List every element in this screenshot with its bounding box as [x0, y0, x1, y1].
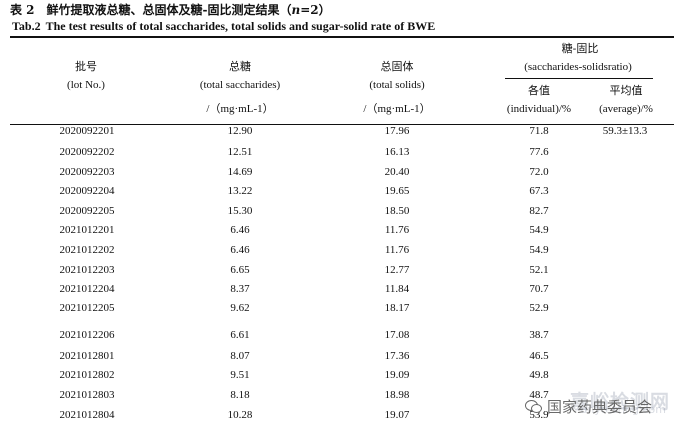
cell-lot: 2021012803 — [59, 389, 115, 401]
wechat-icon — [524, 399, 543, 414]
watermark-url: anytesting.com — [580, 403, 666, 416]
cell-lot: 2020092202 — [59, 146, 115, 158]
cell-solids: 19.65 — [384, 185, 410, 197]
cell-ratio: 67.3 — [529, 185, 549, 197]
cell-ratio: 52.9 — [529, 302, 549, 314]
cell-solids: 11.76 — [384, 224, 410, 236]
cell-solids: 17.36 — [384, 350, 410, 362]
cell-sugar: 13.22 — [227, 185, 253, 197]
header-solids-cn: 总固体 — [380, 60, 414, 73]
caption-label: Tab.2 — [12, 19, 41, 33]
cell-solids: 19.09 — [384, 369, 410, 381]
caption-suffix: =2） — [300, 3, 331, 17]
cell-sugar: 9.62 — [230, 302, 250, 314]
header-avg-cn: 平均值 — [609, 84, 643, 97]
cell-solids: 18.98 — [384, 389, 410, 401]
header-bottom-rule — [10, 124, 674, 125]
header-sugar-en: (total saccharides) — [199, 79, 281, 91]
cell-ratio: 48.7 — [529, 389, 549, 401]
cell-ratio: 70.7 — [529, 283, 549, 295]
cell-sugar: 6.46 — [230, 244, 250, 256]
cell-lot: 2021012203 — [59, 264, 115, 276]
cell-sugar: 15.30 — [227, 205, 253, 217]
cell-sugar: 8.18 — [230, 389, 250, 401]
average-value: 59.3±13.3 — [602, 125, 648, 137]
cell-lot: 2021012205 — [59, 302, 115, 314]
cell-solids: 17.96 — [384, 125, 410, 137]
cell-sugar: 8.37 — [230, 283, 250, 295]
cell-lot: 2020092205 — [59, 205, 115, 217]
watermark-site: 嘉峪检测网 — [569, 391, 670, 413]
header-avg-en: (average)/% — [599, 103, 653, 115]
cell-ratio: 54.9 — [529, 224, 549, 236]
cell-ratio: 38.7 — [529, 329, 549, 341]
cell-solids: 11.84 — [384, 283, 410, 295]
cell-ratio: 72.0 — [529, 166, 549, 178]
table-top-rule — [10, 36, 674, 38]
caption-n: n — [291, 3, 301, 17]
cell-sugar: 6.61 — [230, 329, 250, 341]
cell-sugar: 12.90 — [227, 125, 253, 137]
cell-lot: 2021012802 — [59, 369, 115, 381]
cell-sugar: 9.51 — [230, 369, 250, 381]
header-indiv-en: (individual)/% — [506, 103, 572, 115]
cell-lot: 2020092204 — [59, 185, 115, 197]
cell-solids: 12.77 — [384, 264, 410, 276]
cell-solids: 11.76 — [384, 244, 410, 256]
cell-lot: 2021012201 — [59, 224, 115, 236]
cell-lot: 2020092201 — [59, 125, 115, 137]
ratio-group-rule — [505, 78, 653, 79]
cell-solids: 18.50 — [384, 205, 410, 217]
cell-ratio: 54.9 — [529, 244, 549, 256]
cell-sugar: 10.28 — [227, 409, 253, 421]
table-caption-cn: 表 2 鲜竹提取液总糖、总固体及糖-固比测定结果（n=2） — [10, 1, 331, 18]
cell-lot: 2021012206 — [59, 329, 115, 341]
cell-sugar: 6.65 — [230, 264, 250, 276]
cell-ratio: 82.7 — [529, 205, 549, 217]
table-caption-en: Tab.2 The test results of total sacchari… — [10, 19, 435, 34]
cell-lot: 2020092203 — [59, 166, 115, 178]
cell-sugar: 12.51 — [227, 146, 253, 158]
header-ratio-cn: 糖-固比 — [561, 42, 599, 55]
cell-solids: 19.07 — [384, 409, 410, 421]
caption-prefix: 表 2 鲜竹提取液总糖、总固体及糖-固比测定结果（ — [10, 3, 292, 17]
header-sugar-cn: 总糖 — [229, 60, 251, 73]
cell-ratio: 46.5 — [529, 350, 549, 362]
cell-sugar: 6.46 — [230, 224, 250, 236]
cell-ratio: 71.8 — [529, 125, 549, 137]
cell-lot: 2021012202 — [59, 244, 115, 256]
header-lot-cn: 批号 — [75, 60, 97, 73]
cell-sugar: 14.69 — [227, 166, 253, 178]
header-solids-en: (total solids) — [369, 79, 425, 91]
header-sugar-unit: /（mg·mL-1） — [206, 103, 274, 115]
cell-lot: 2021012801 — [59, 350, 115, 362]
cell-ratio: 49.8 — [529, 369, 549, 381]
cell-solids: 16.13 — [384, 146, 410, 158]
cell-lot: 2021012204 — [59, 283, 115, 295]
header-ratio-en: (saccharides-solidsratio) — [524, 61, 632, 73]
cell-solids: 20.40 — [384, 166, 410, 178]
header-indiv-cn: 各值 — [528, 84, 550, 97]
cell-ratio: 52.1 — [529, 264, 549, 276]
cell-solids: 18.17 — [384, 302, 410, 314]
cell-sugar: 8.07 — [230, 350, 250, 362]
cell-lot: 2021012804 — [59, 409, 115, 421]
cell-solids: 17.08 — [384, 329, 410, 341]
wechat-name: 国家药典委员会 — [546, 398, 652, 416]
caption-title: The test results of total saccharides, t… — [45, 19, 436, 33]
cell-ratio: 77.6 — [529, 146, 549, 158]
header-solids-unit: /（mg·mL-1） — [363, 103, 431, 115]
header-lot-en: (lot No.) — [67, 79, 105, 91]
wechat-watermark: 国家药典委员会 — [524, 396, 652, 417]
